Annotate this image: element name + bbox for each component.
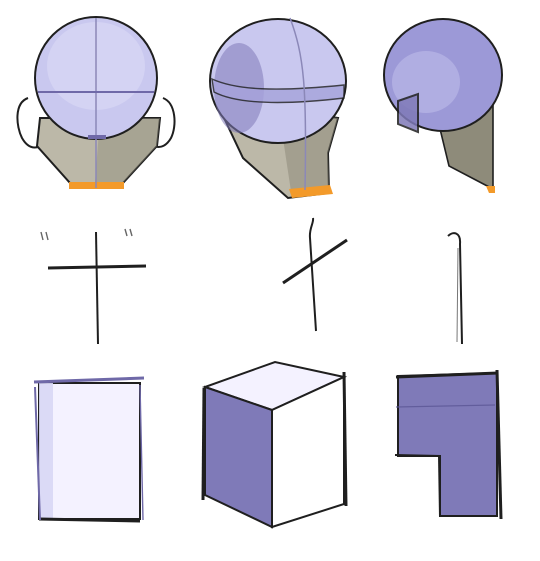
three-quarter-head bbox=[209, 17, 347, 200]
three-quarter-centerline bbox=[289, 17, 307, 191]
side-axis-shadow-line bbox=[456, 247, 459, 343]
left-ear-icon bbox=[16, 97, 39, 149]
side-axis-vertical bbox=[447, 232, 463, 345]
side-box-guide-3 bbox=[438, 454, 441, 518]
side-axis-study bbox=[447, 232, 463, 345]
front-box-study bbox=[33, 376, 145, 523]
front-view-head bbox=[16, 16, 176, 189]
three-quarter-axis-horizontal bbox=[282, 238, 348, 285]
front-box-shading bbox=[39, 383, 53, 519]
three-quarter-box-ink-right bbox=[342, 371, 348, 507]
front-box-right-edge-accent bbox=[139, 384, 144, 521]
side-box-ink-right bbox=[495, 369, 503, 520]
front-axis-horizontal bbox=[47, 264, 147, 270]
three-quarter-box-right bbox=[271, 375, 345, 529]
side-box-study bbox=[394, 369, 503, 520]
front-axis-study bbox=[40, 228, 147, 345]
three-quarter-brow-band bbox=[211, 77, 345, 104]
three-quarter-chin-accent bbox=[289, 185, 333, 198]
front-axis-tick-left bbox=[40, 231, 49, 241]
side-box-ink-top bbox=[395, 371, 499, 379]
right-ear-icon bbox=[153, 97, 176, 148]
three-quarter-box-ink-left bbox=[201, 387, 206, 501]
front-box-top-edge-accent bbox=[33, 376, 145, 384]
front-box-left-edge-accent bbox=[34, 386, 41, 521]
front-axis-tick-right bbox=[124, 228, 133, 237]
side-chin-accent bbox=[486, 186, 495, 193]
side-box-guide-1 bbox=[395, 404, 496, 408]
side-box-guide-2 bbox=[394, 454, 441, 457]
front-box-bottom-edge-accent bbox=[38, 517, 141, 523]
three-quarter-axis-vertical bbox=[308, 217, 317, 332]
side-ear-plane bbox=[397, 92, 419, 134]
three-quarter-axis-study bbox=[282, 217, 348, 332]
three-quarter-box-study bbox=[201, 360, 348, 529]
side-view-head bbox=[383, 18, 503, 193]
front-axis-vertical bbox=[95, 231, 99, 345]
front-box-face bbox=[38, 382, 141, 520]
